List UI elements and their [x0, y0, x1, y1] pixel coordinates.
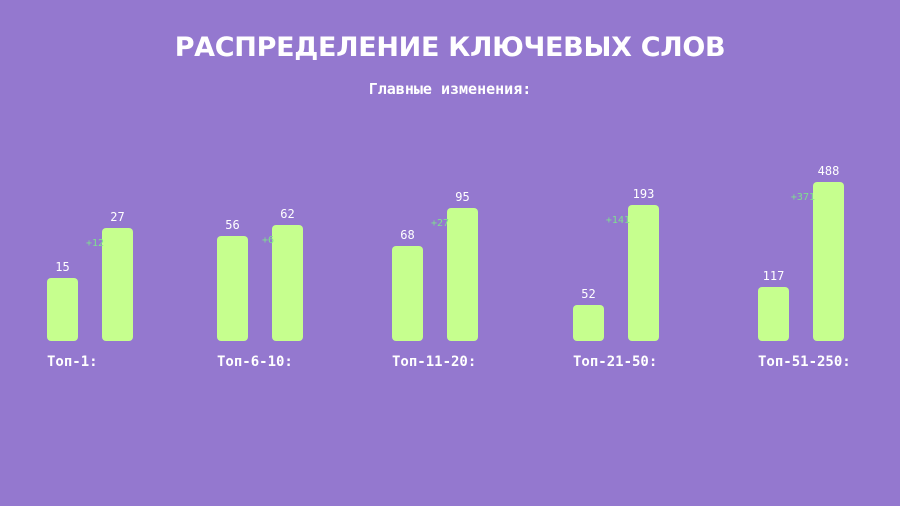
bar-before-4	[758, 287, 789, 341]
bar-value-label: 95	[455, 190, 469, 204]
category-label: Топ-51-250:	[758, 354, 851, 370]
bar-value-label: 117	[763, 269, 785, 283]
delta-label: +141	[606, 215, 630, 226]
bar-value-label: 52	[581, 287, 595, 301]
category-label: Топ-21-50:	[573, 354, 657, 370]
bar-value-label: 62	[280, 207, 294, 221]
bar-value-label: 488	[818, 164, 840, 178]
bar-before-0	[47, 278, 78, 341]
delta-label: +12	[86, 238, 104, 249]
bar-value-label: 68	[400, 228, 414, 242]
chart-title: РАСПРЕДЕЛЕНИЕ КЛЮЧЕВЫХ СЛОВ	[174, 32, 726, 63]
bar-value-label: 56	[225, 218, 239, 232]
category-label: Топ-11-20:	[392, 354, 476, 370]
bar-value-label: 15	[55, 260, 69, 274]
bar-after-3	[628, 205, 659, 341]
chart-subtitle: Главные изменения:	[368, 80, 532, 98]
bar-after-4	[813, 182, 844, 341]
bar-before-1	[217, 236, 248, 341]
delta-label: +6	[262, 235, 274, 246]
category-label: Топ-6-10:	[217, 354, 293, 370]
bar-after-2	[447, 208, 478, 341]
bar-after-1	[272, 225, 303, 341]
bar-value-label: 27	[110, 210, 124, 224]
bar-before-2	[392, 246, 423, 341]
bar-before-3	[573, 305, 604, 341]
bar-after-0	[102, 228, 133, 341]
delta-label: +371	[791, 192, 815, 203]
delta-label: +27	[431, 218, 449, 229]
category-label: Топ-1:	[47, 354, 98, 370]
bar-value-label: 193	[633, 187, 655, 201]
